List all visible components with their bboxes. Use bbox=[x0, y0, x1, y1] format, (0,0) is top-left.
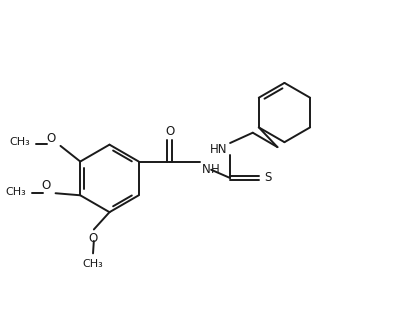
Text: CH₃: CH₃ bbox=[10, 137, 30, 147]
Text: CH₃: CH₃ bbox=[83, 259, 103, 269]
Text: CH₃: CH₃ bbox=[6, 187, 27, 196]
Text: HN: HN bbox=[210, 143, 227, 156]
Text: O: O bbox=[42, 179, 51, 192]
Text: O: O bbox=[165, 125, 174, 137]
Text: O: O bbox=[47, 132, 56, 145]
Text: O: O bbox=[88, 233, 98, 245]
Text: H: H bbox=[211, 163, 220, 176]
Text: N: N bbox=[202, 163, 210, 176]
Text: S: S bbox=[264, 172, 272, 184]
